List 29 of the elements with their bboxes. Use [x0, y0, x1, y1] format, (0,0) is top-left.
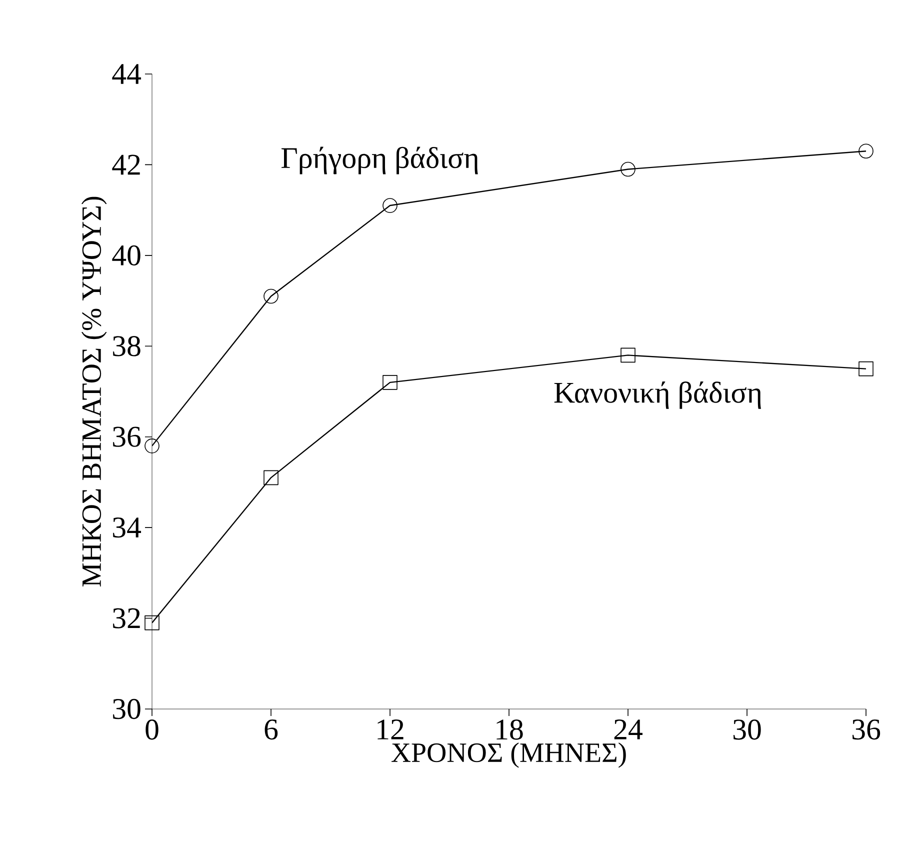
- point: [382, 198, 398, 213]
- y-axis-title: ΜΗΚΟΣ ΒΗΜΑΤΟΣ (% ΥΨΟΥΣ): [81, 196, 107, 587]
- y-tick-label: 32: [113, 608, 140, 628]
- point: [620, 348, 636, 363]
- series-label: Γρήγορη βάδιση: [282, 146, 478, 174]
- y-tick-label: 40: [112, 245, 140, 266]
- x-tick-label: 18: [496, 720, 523, 740]
- x-axis-title: ΧΡΟΝΟΣ (ΜΗΝΕΣ): [391, 742, 626, 768]
- x-tick-label: 30: [734, 720, 761, 740]
- x-tick-label: 36: [852, 720, 880, 740]
- point: [144, 438, 160, 454]
- series-label: Κανονική βάδιση: [554, 381, 761, 409]
- y-tick-label: 30: [113, 698, 140, 720]
- point: [264, 288, 278, 304]
- point: [144, 615, 160, 630]
- point: [858, 361, 874, 376]
- x-tick-label: 0: [146, 720, 158, 740]
- x-tick-label: 12: [378, 720, 404, 740]
- y-tick-label: 42: [112, 154, 140, 175]
- x-tick-label: 24: [614, 720, 642, 740]
- y-tick-label: 36: [113, 426, 141, 447]
- y-tick-label: 34: [113, 518, 142, 538]
- point: [264, 470, 278, 486]
- y-tick-label: 44: [112, 64, 142, 84]
- point: [620, 162, 636, 177]
- x-tick-label: 6: [264, 720, 278, 740]
- point: [382, 375, 398, 390]
- y-tick-label: 38: [113, 336, 140, 356]
- point: [858, 144, 874, 158]
